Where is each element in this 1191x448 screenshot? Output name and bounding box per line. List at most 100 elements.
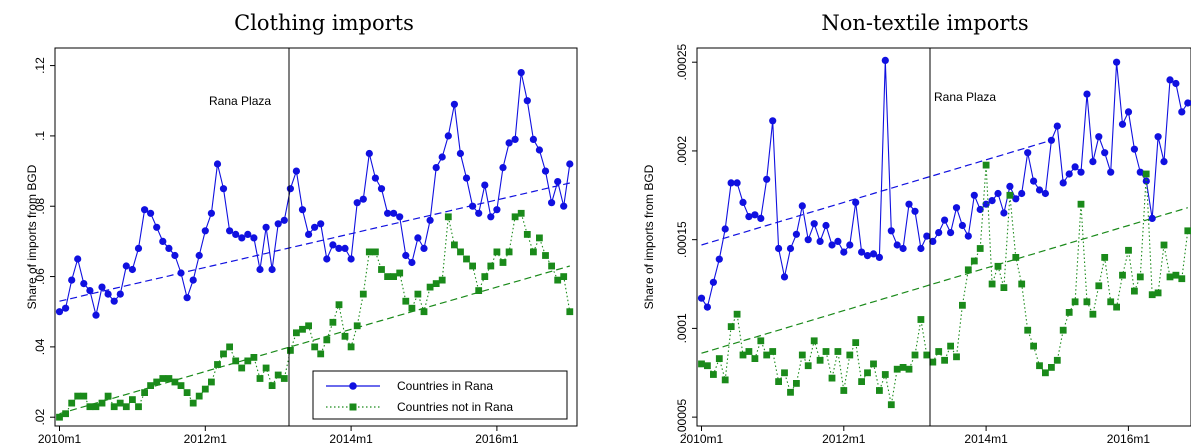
data-point xyxy=(287,347,294,354)
data-point xyxy=(1012,254,1020,261)
data-point xyxy=(457,248,464,256)
data-point xyxy=(1178,108,1186,116)
data-point xyxy=(311,343,319,351)
data-point xyxy=(171,378,179,386)
data-point xyxy=(359,290,367,298)
data-point xyxy=(745,348,753,355)
data-point xyxy=(840,248,848,256)
data-point xyxy=(335,244,343,252)
data-point xyxy=(141,206,149,214)
y-tick-label: .12 xyxy=(33,57,47,74)
data-point xyxy=(852,339,860,346)
legend-marker-circle xyxy=(349,382,357,390)
data-point xyxy=(274,220,282,228)
data-point xyxy=(751,211,759,219)
data-point xyxy=(323,336,331,344)
data-point xyxy=(935,229,943,237)
data-point xyxy=(1107,168,1115,176)
data-point xyxy=(208,378,215,386)
data-point xyxy=(153,378,161,386)
data-point xyxy=(869,250,878,258)
data-point xyxy=(1000,209,1008,217)
y-axis-label: Share of imports from BGD xyxy=(642,164,656,309)
data-point xyxy=(250,234,258,242)
data-point xyxy=(1160,241,1168,249)
data-point xyxy=(1047,136,1055,144)
data-point xyxy=(935,348,943,355)
data-point xyxy=(1184,99,1191,107)
data-point xyxy=(846,351,854,359)
y-tick-label: .04 xyxy=(33,338,47,355)
data-point xyxy=(917,316,925,323)
data-point xyxy=(529,135,538,143)
y-tick-label: .0001 xyxy=(675,313,689,343)
data-point xyxy=(220,350,227,358)
data-point xyxy=(941,356,948,364)
data-point xyxy=(941,216,949,224)
data-point xyxy=(80,392,88,400)
data-point xyxy=(390,209,398,217)
data-point xyxy=(1059,326,1067,334)
data-point xyxy=(134,244,143,252)
data-point xyxy=(958,221,967,230)
data-point xyxy=(870,360,877,368)
data-point xyxy=(371,174,379,182)
data-point xyxy=(698,360,705,368)
data-series xyxy=(55,69,574,421)
data-point xyxy=(548,199,556,207)
data-point xyxy=(1024,326,1032,334)
data-point xyxy=(62,304,70,312)
data-point xyxy=(769,348,777,355)
fitted-trends xyxy=(59,182,570,415)
data-point xyxy=(444,132,452,140)
data-point xyxy=(1113,58,1121,66)
y-tick-label: .00005 xyxy=(675,398,689,435)
data-point xyxy=(976,245,984,252)
y-tick-label: .00015 xyxy=(675,221,689,258)
data-point xyxy=(542,252,549,259)
data-point xyxy=(1006,191,1014,199)
non-textile-imports-panel: Non-textile imports Share of imports fro… xyxy=(642,11,1191,446)
data-point xyxy=(804,362,812,370)
data-point xyxy=(1071,163,1079,171)
data-point xyxy=(560,202,568,210)
data-point xyxy=(858,248,866,256)
data-point xyxy=(798,351,806,359)
data-point xyxy=(475,287,483,294)
data-point xyxy=(420,308,428,316)
data-point xyxy=(733,310,741,318)
data-point xyxy=(905,365,913,373)
data-point xyxy=(1148,291,1156,299)
data-point xyxy=(292,167,300,175)
data-point xyxy=(147,209,155,217)
data-point xyxy=(408,304,416,312)
data-point xyxy=(62,410,69,418)
data-point xyxy=(709,278,718,286)
x-tick-label: 2016m1 xyxy=(475,432,519,446)
data-point xyxy=(881,371,889,378)
data-point xyxy=(1012,195,1020,203)
data-point xyxy=(1071,298,1079,306)
data-point xyxy=(499,164,507,172)
data-point xyxy=(299,325,306,333)
fitted-trend-line xyxy=(701,139,1052,246)
data-point xyxy=(721,225,729,233)
series-line-1 xyxy=(701,165,1189,405)
data-point xyxy=(377,185,386,193)
data-point xyxy=(274,371,282,379)
data-point xyxy=(305,322,312,330)
data-point xyxy=(317,350,325,358)
data-point xyxy=(517,209,525,217)
data-point xyxy=(953,353,960,361)
data-point xyxy=(426,283,434,291)
plot-frame xyxy=(54,47,578,427)
data-point xyxy=(1172,271,1180,279)
data-point xyxy=(929,237,937,245)
data-point xyxy=(911,207,919,215)
data-point xyxy=(721,376,729,384)
data-point xyxy=(1119,271,1126,279)
data-point xyxy=(213,160,222,168)
data-point xyxy=(911,351,919,359)
data-point xyxy=(104,392,112,400)
data-point xyxy=(816,237,824,245)
